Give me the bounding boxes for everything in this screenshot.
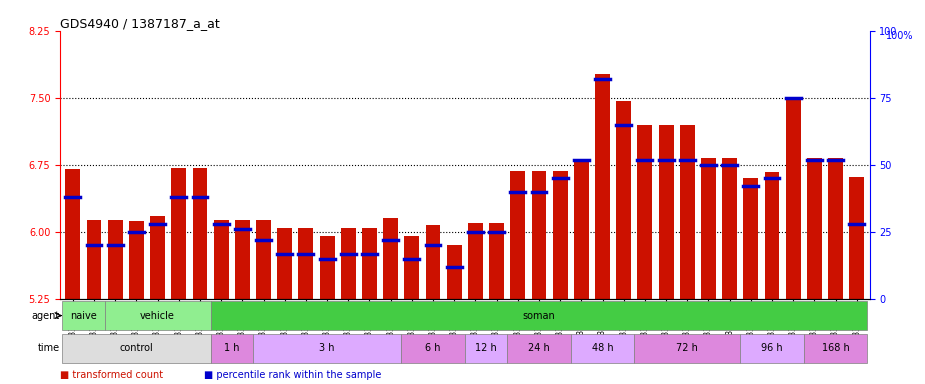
Bar: [637, 125, 652, 299]
Text: soman: soman: [523, 311, 555, 321]
Bar: [468, 223, 483, 299]
Bar: [489, 223, 504, 299]
Text: 72 h: 72 h: [676, 343, 698, 353]
Bar: [404, 236, 419, 299]
Bar: [235, 220, 250, 299]
Text: GDS4940 / 1387187_a_at: GDS4940 / 1387187_a_at: [60, 17, 220, 30]
Bar: [278, 228, 292, 299]
Text: time: time: [38, 343, 60, 353]
Bar: [87, 220, 102, 299]
Bar: [171, 168, 186, 299]
Bar: [744, 179, 758, 299]
Bar: [680, 125, 695, 299]
Text: 168 h: 168 h: [821, 343, 849, 353]
Bar: [129, 221, 143, 299]
Bar: [574, 161, 588, 299]
FancyBboxPatch shape: [507, 334, 571, 363]
FancyBboxPatch shape: [464, 334, 507, 363]
Bar: [299, 228, 314, 299]
Text: naive: naive: [70, 311, 97, 321]
Bar: [447, 245, 462, 299]
FancyBboxPatch shape: [253, 334, 401, 363]
Text: 3 h: 3 h: [319, 343, 335, 353]
Bar: [765, 172, 780, 299]
Bar: [553, 171, 568, 299]
Text: vehicle: vehicle: [141, 311, 175, 321]
Bar: [511, 171, 525, 299]
Bar: [320, 236, 335, 299]
Bar: [108, 220, 123, 299]
Bar: [786, 98, 801, 299]
Bar: [383, 218, 398, 299]
FancyBboxPatch shape: [635, 334, 740, 363]
Text: 48 h: 48 h: [592, 343, 613, 353]
Text: 96 h: 96 h: [761, 343, 783, 353]
Bar: [828, 158, 843, 299]
FancyBboxPatch shape: [740, 334, 804, 363]
Bar: [426, 225, 440, 299]
Text: control: control: [119, 343, 154, 353]
Text: 12 h: 12 h: [475, 343, 497, 353]
FancyBboxPatch shape: [62, 334, 211, 363]
Text: ■ percentile rank within the sample: ■ percentile rank within the sample: [204, 370, 381, 380]
FancyBboxPatch shape: [401, 334, 464, 363]
Bar: [214, 220, 228, 299]
Bar: [150, 216, 165, 299]
Text: 100%: 100%: [886, 31, 913, 41]
Bar: [701, 158, 716, 299]
FancyBboxPatch shape: [804, 334, 868, 363]
FancyBboxPatch shape: [105, 301, 211, 330]
Bar: [192, 168, 207, 299]
Text: agent: agent: [31, 311, 60, 321]
Bar: [256, 220, 271, 299]
Bar: [66, 169, 80, 299]
Text: 24 h: 24 h: [528, 343, 549, 353]
FancyBboxPatch shape: [62, 301, 105, 330]
Bar: [341, 228, 356, 299]
FancyBboxPatch shape: [571, 334, 635, 363]
Bar: [849, 177, 864, 299]
Bar: [595, 74, 610, 299]
Bar: [532, 171, 547, 299]
Bar: [807, 158, 821, 299]
Text: 1 h: 1 h: [224, 343, 240, 353]
Bar: [659, 125, 673, 299]
Text: 6 h: 6 h: [426, 343, 441, 353]
Bar: [616, 101, 631, 299]
Text: ■ transformed count: ■ transformed count: [60, 370, 163, 380]
FancyBboxPatch shape: [211, 334, 253, 363]
Bar: [722, 158, 737, 299]
Bar: [362, 228, 376, 299]
FancyBboxPatch shape: [211, 301, 868, 330]
